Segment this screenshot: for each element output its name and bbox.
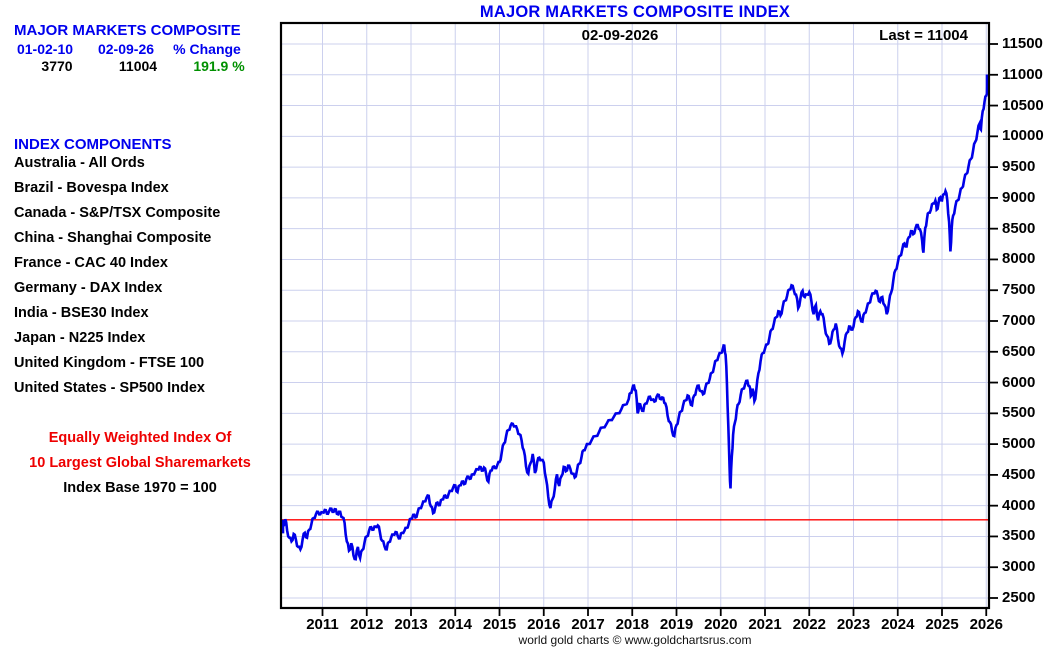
plot-border — [279, 21, 991, 610]
summary-end-value: 11004 — [118, 58, 158, 74]
y-tick-label: 3000 — [1002, 558, 1036, 576]
x-tick-label: 2014 — [438, 616, 472, 633]
y-tick-label: 6500 — [1002, 342, 1036, 360]
component-item: France - CAC 40 Index — [14, 255, 168, 271]
y-tick-label: 7500 — [1002, 281, 1036, 299]
x-tick-label: 2025 — [925, 616, 959, 633]
component-item: Canada - S&P/TSX Composite — [14, 205, 221, 221]
component-item: Japan - N225 Index — [14, 330, 146, 346]
x-tick-label: 2023 — [836, 616, 871, 633]
x-tick-label: 2026 — [969, 616, 1003, 633]
y-tick-label: 7000 — [1002, 312, 1036, 329]
x-tick-label: 2013 — [394, 616, 428, 633]
index-components-heading: INDEX COMPONENTS — [14, 136, 172, 153]
component-item: United States - SP500 Index — [14, 380, 205, 396]
y-tick-label: 2500 — [1002, 589, 1036, 606]
y-tick-label: 8500 — [1002, 219, 1036, 237]
summary-change-label: % Change — [173, 41, 241, 57]
x-tick-label: 2016 — [527, 616, 561, 633]
x-tick-label: 2020 — [704, 616, 738, 633]
component-item: United Kingdom - FTSE 100 — [14, 355, 205, 371]
y-tick-label: 9000 — [1002, 188, 1036, 206]
y-tick-label: 5000 — [1002, 435, 1036, 453]
x-tick-label: 2011 — [306, 616, 339, 633]
footer-credit: world gold charts © www.goldchartsrus.co… — [518, 633, 752, 647]
component-item: India - BSE30 Index — [14, 305, 149, 321]
x-tick-label: 2015 — [482, 616, 517, 633]
note-index-base: Index Base 1970 = 100 — [63, 480, 217, 496]
note-equally-weighted: Equally Weighted Index Of — [48, 430, 232, 446]
summary-start-date: 01-02-10 — [16, 41, 74, 57]
y-tick-label: 5500 — [1002, 404, 1036, 422]
composite-index-series-line — [281, 74, 989, 564]
component-item: Germany - DAX Index — [14, 280, 163, 296]
chart-date-annotation: 02-09-2026 — [581, 27, 659, 44]
panel-title: MAJOR MARKETS COMPOSITE — [14, 22, 241, 39]
y-tick-label: 4000 — [1002, 496, 1036, 514]
y-tick-label: 11500 — [1002, 35, 1043, 52]
component-item: China - Shanghai Composite — [14, 230, 212, 246]
y-tick-label: 10500 — [1002, 96, 1044, 114]
y-tick-label: 4500 — [1002, 465, 1036, 483]
x-tick-label: 2019 — [659, 616, 694, 633]
x-tick-label: 2012 — [350, 616, 384, 633]
summary-change-value: 191.9 % — [193, 58, 245, 74]
component-item: Brazil - Bovespa Index — [14, 180, 169, 196]
y-tick-label: 8000 — [1002, 250, 1036, 268]
y-tick-label: 10000 — [1002, 127, 1044, 145]
x-tick-label: 2017 — [571, 616, 605, 633]
y-tick-label: 3500 — [1002, 527, 1036, 545]
y-tick-label: 9500 — [1002, 158, 1036, 176]
note-ten-largest: 10 Largest Global Sharemarkets — [29, 455, 251, 471]
chart-title: MAJOR MARKETS COMPOSITE INDEX — [479, 3, 791, 21]
x-tick-label: 2022 — [792, 616, 826, 633]
y-tick-label: 11000 — [1002, 65, 1043, 83]
component-item: Australia - All Ords — [14, 155, 145, 171]
x-tick-label: 2018 — [615, 616, 649, 633]
summary-start-value: 3770 — [41, 58, 73, 74]
chart-last-value-annotation: Last = 11004 — [879, 27, 968, 44]
y-tick-label: 6000 — [1002, 373, 1036, 391]
x-tick-label: 2021 — [748, 616, 782, 633]
summary-end-date: 02-09-26 — [97, 41, 155, 57]
x-tick-label: 2024 — [881, 616, 915, 633]
